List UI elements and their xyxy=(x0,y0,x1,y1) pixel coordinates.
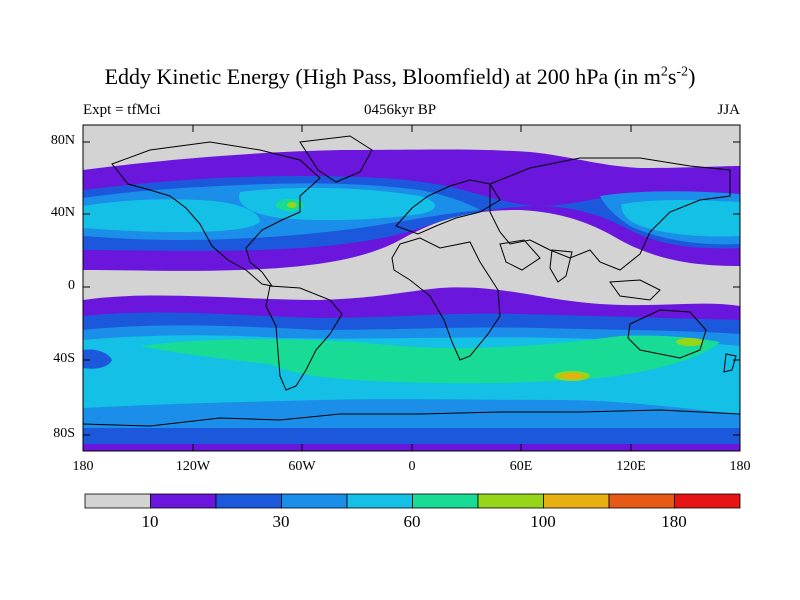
y-label-40s: 40S xyxy=(53,351,75,366)
band-nh-60-b xyxy=(239,187,435,221)
new-zealand-outline xyxy=(723,353,737,373)
y-label-80n: 80N xyxy=(50,133,75,148)
x-label-0: 0 xyxy=(408,459,416,474)
colorbar-swatch-1 xyxy=(150,493,217,509)
colorbar-label-10: 10 xyxy=(141,512,159,531)
arabia-outline xyxy=(499,239,541,271)
y-axis-ticks xyxy=(83,141,740,436)
north-america-outline xyxy=(111,141,321,287)
y-label-80s: 80S xyxy=(53,426,75,441)
colorbar-swatch-0 xyxy=(84,493,151,509)
sh-edge-left xyxy=(83,349,112,369)
colorbar-swatch-4 xyxy=(346,493,413,509)
india-outline xyxy=(549,249,573,283)
asia-outline xyxy=(489,157,731,271)
experiment-label: Expt = tfMci xyxy=(83,102,161,118)
x-label-120w: 120W xyxy=(175,459,211,474)
sh-max-140 xyxy=(561,373,583,379)
season-label: JJA xyxy=(717,102,740,118)
band-nh-60 xyxy=(83,199,260,232)
nh-max-100 xyxy=(287,202,297,208)
x-label-120e: 120E xyxy=(616,459,646,474)
coastlines xyxy=(83,135,740,427)
x-axis-ticks xyxy=(192,125,632,451)
colorbar-swatch-6 xyxy=(477,493,544,509)
colorbar-label-100: 100 xyxy=(530,512,556,531)
sh-max-east-100 xyxy=(676,338,704,346)
greenland-outline xyxy=(299,135,373,183)
y-label-0: 0 xyxy=(68,278,75,293)
southeast-asia-islands xyxy=(609,279,661,301)
x-label-60w: 60W xyxy=(288,459,316,474)
colorbar-label-180: 180 xyxy=(661,512,687,531)
x-label-60e: 60E xyxy=(509,459,533,474)
x-label-180w: 180 xyxy=(72,459,94,474)
x-label-180e: 180 xyxy=(729,459,751,474)
colorbar-swatch-3 xyxy=(281,493,348,509)
colorbar-swatch-2 xyxy=(215,493,282,509)
europe-outline xyxy=(395,179,501,235)
band-nh-60-east xyxy=(621,200,740,237)
colorbar-swatch-9 xyxy=(674,493,741,509)
map-title: Eddy Kinetic Energy (High Pass, Bloomfie… xyxy=(104,64,696,89)
eke-field xyxy=(83,125,740,451)
colorbar-swatch-7 xyxy=(543,493,610,509)
australia-outline xyxy=(627,309,707,359)
colorbar xyxy=(84,493,741,509)
colorbar-label-60: 60 xyxy=(403,512,421,531)
south-america-outline xyxy=(265,285,343,391)
europe-africa-outline xyxy=(391,237,501,361)
antarctica-outline xyxy=(83,409,740,427)
colorbar-label-30: 30 xyxy=(272,512,290,531)
y-label-40n: 40N xyxy=(50,205,75,220)
colorbar-swatch-8 xyxy=(608,493,675,509)
colorbar-swatch-5 xyxy=(412,493,479,509)
time-label: 0456kyr BP xyxy=(363,102,437,118)
